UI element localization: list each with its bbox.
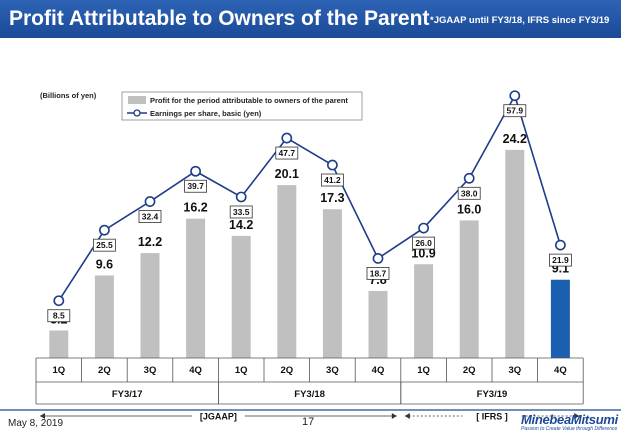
bar-value-label: 14.2	[229, 218, 253, 232]
eps-label-box	[93, 238, 116, 252]
profit-bar	[505, 149, 525, 358]
profit-bar	[94, 275, 114, 358]
bar-value-label: 24.2	[503, 132, 527, 146]
unit-label: (Billions of yen)	[40, 91, 97, 100]
page-title: Profit Attributable to Owners of the Par…	[9, 7, 430, 30]
eps-label-box	[366, 266, 390, 280]
profit-bar	[414, 264, 434, 358]
x-tick-label: 3Q	[508, 365, 521, 376]
eps-marker	[144, 196, 156, 207]
x-tick-label: 4Q	[189, 365, 202, 376]
legend-line-label: Earnings per share, basic (yen)	[150, 109, 262, 118]
bar-value-label: 10.9	[411, 246, 435, 260]
fiscal-year-label: FY3/18	[294, 389, 325, 400]
bar-value-label: 20.1	[275, 167, 299, 181]
eps-label-box	[549, 253, 572, 267]
arrow-head-right	[391, 413, 397, 419]
eps-marker	[53, 295, 65, 307]
accounting-note: *JGAAP until FY3/18, IFRS since FY3/19	[430, 15, 610, 26]
x-tick-label: 3Q	[144, 365, 157, 376]
eps-label-box	[47, 309, 71, 323]
eps-marker	[555, 239, 566, 251]
title-bar: Profit Attributable to Owners of the Par…	[0, 0, 621, 38]
eps-label-box	[457, 186, 481, 200]
x-tick-label: 1Q	[52, 365, 65, 376]
legend-line-marker	[133, 109, 141, 117]
x-tick-label: 2Q	[463, 365, 476, 376]
x-tick-label: 4Q	[554, 365, 567, 376]
x-tick-label: 4Q	[372, 365, 385, 376]
x-tick-label: 1Q	[235, 365, 248, 376]
x-tick-label: 2Q	[280, 365, 293, 376]
eps-label-box	[275, 146, 299, 160]
bar-value-label: 9.6	[96, 257, 113, 271]
page-number: 17	[302, 416, 315, 428]
logo-tagline: Passion to Create Value through Differen…	[521, 426, 618, 432]
eps-marker	[235, 191, 247, 203]
eps-value-label: 32.4	[142, 212, 159, 222]
standard-label: [ IFRS ]	[476, 412, 508, 422]
eps-label-box	[184, 179, 208, 193]
eps-value-label: 38.0	[461, 188, 478, 198]
legend-bar-label: Profit for the period attributable to ow…	[150, 96, 348, 105]
standard-label: [JGAAP]	[200, 412, 237, 422]
arrow-head-right	[574, 413, 580, 419]
bar-value-label: 12.2	[138, 235, 162, 249]
arrow-head-left	[40, 413, 45, 419]
footer-date: May 8, 2019	[8, 418, 64, 429]
profit-bar	[186, 218, 206, 358]
eps-value-label: 57.9	[507, 106, 524, 116]
profit-bar	[277, 185, 297, 358]
profit-bar	[550, 279, 570, 358]
eps-marker	[99, 224, 110, 236]
eps-value-label: 33.5	[233, 207, 250, 217]
x-tick-label: 2Q	[98, 365, 111, 376]
legend-bar-swatch	[128, 96, 146, 104]
eps-value-label: 26.0	[415, 238, 432, 248]
eps-value-label: 41.2	[324, 175, 341, 185]
profit-bar	[140, 253, 160, 358]
eps-marker	[509, 90, 521, 102]
eps-marker	[281, 132, 293, 144]
profit-bar	[322, 209, 342, 358]
eps-marker	[190, 165, 201, 177]
eps-label-box	[229, 205, 253, 219]
bar-value-label: 16.2	[183, 201, 207, 215]
eps-value-label: 25.5	[96, 240, 113, 250]
profit-bar	[368, 290, 388, 358]
fiscal-year-label: FY3/19	[477, 389, 508, 400]
arrow-head-left	[404, 413, 410, 419]
eps-line	[58, 93, 562, 302]
legend-box	[121, 91, 363, 121]
eps-marker	[372, 252, 384, 264]
company-logo: MinebeaMitsumi Passion to Create Value t…	[521, 412, 618, 432]
x-tick-label: 1Q	[417, 365, 430, 376]
eps-label-box	[412, 236, 436, 250]
eps-value-label: 47.7	[279, 148, 296, 158]
bar-value-label: 16.0	[457, 202, 481, 216]
eps-label-box	[503, 104, 527, 118]
profit-bar	[231, 235, 251, 358]
eps-label-box	[138, 210, 162, 223]
logo-name: MinebeaMitsumi	[521, 412, 618, 427]
bar-value-label: 17.3	[320, 191, 344, 205]
eps-label-box	[320, 173, 344, 187]
eps-value-label: 8.5	[53, 311, 65, 321]
profit-bar	[459, 220, 479, 358]
profit-bar	[49, 330, 69, 358]
x-tick-label: 3Q	[326, 365, 339, 376]
eps-value-label: 39.7	[187, 181, 204, 191]
fiscal-year-label: FY3/17	[112, 389, 143, 400]
eps-marker	[463, 172, 475, 184]
eps-marker	[418, 222, 429, 234]
eps-value-label: 18.7	[370, 268, 387, 278]
eps-value-label: 21.9	[552, 255, 569, 265]
eps-marker	[326, 159, 338, 171]
